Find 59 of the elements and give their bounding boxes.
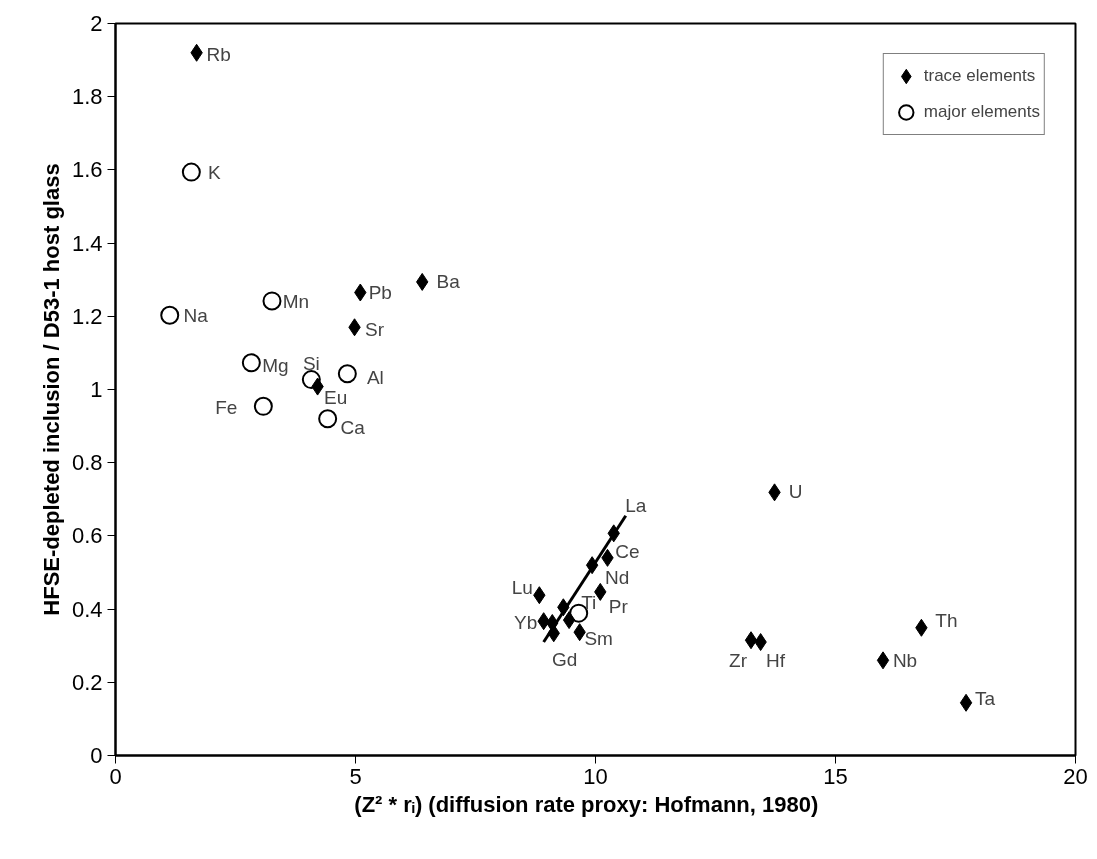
annotation: Lu [511, 576, 533, 598]
y-tick-label: 0.4 [71, 596, 103, 622]
y-tick-label: 2 [90, 11, 103, 36]
y-tick-label: 0.2 [71, 669, 103, 695]
point [318, 409, 338, 429]
y-tick-label: 0.6 [71, 523, 103, 549]
annotation: Na [183, 304, 209, 326]
annotation: Th [935, 610, 958, 632]
legend-label: major elements [923, 102, 1040, 122]
annotation: Eu [323, 387, 348, 409]
x-tick-label: 20 [1063, 763, 1088, 789]
y-tick-label: 1 [90, 377, 103, 402]
annotation: Pr [608, 596, 629, 618]
annotation: Si [302, 353, 320, 375]
annotation: Gd [552, 648, 578, 670]
point [744, 631, 758, 650]
annotation: U [788, 480, 803, 502]
annotation: Yb [514, 611, 538, 633]
x-tick-label: 10 [583, 763, 608, 789]
annotation: Fe [215, 396, 238, 418]
annotation: Ba [436, 271, 461, 293]
annotation: Sr [365, 318, 385, 340]
annotation: Ta [975, 688, 996, 710]
point [876, 651, 890, 670]
point [959, 693, 973, 712]
y-tick-label: 1.8 [71, 84, 103, 110]
x-tick-label: 15 [823, 763, 848, 789]
legend-label: trace elements [923, 66, 1036, 86]
x-tick-label: 0 [109, 763, 122, 789]
annotation: K [208, 161, 221, 183]
annotation: Ce [615, 541, 640, 563]
annotation: Nb [892, 649, 918, 671]
annotation: La [625, 494, 647, 516]
y-axis-title: HFSE-depleted inclusion / D53-1 host glass [38, 163, 64, 616]
annotation: Ca [340, 417, 366, 439]
annotation: Rb [206, 44, 231, 66]
point [301, 370, 321, 390]
y-tick-label: 1.4 [71, 230, 103, 256]
point [160, 305, 180, 325]
annotation: Hf [766, 649, 786, 671]
point [241, 353, 261, 373]
x-tick-label: 5 [349, 763, 362, 789]
point [253, 396, 273, 416]
y-tick-label: 0.8 [71, 450, 103, 476]
y-tick-label: 1.2 [71, 303, 103, 329]
annotation: Nd [605, 566, 630, 588]
annotation: Mn [282, 291, 310, 313]
x-axis-title: (Z² * rᵢ) (diffusion rate proxy: Hofmann, 1980) [354, 791, 819, 817]
annotation: Pb [368, 282, 392, 304]
annotation: Sm [584, 627, 613, 649]
annotation: Ti [581, 591, 597, 613]
annotation: Zr [729, 649, 748, 671]
point [181, 162, 201, 182]
y-tick-label: 1.6 [71, 157, 103, 183]
annotation: Mg [262, 355, 289, 377]
annotation: Al [366, 367, 384, 389]
y-tick-label: 0 [90, 743, 103, 768]
point [262, 291, 282, 311]
point [337, 364, 357, 384]
